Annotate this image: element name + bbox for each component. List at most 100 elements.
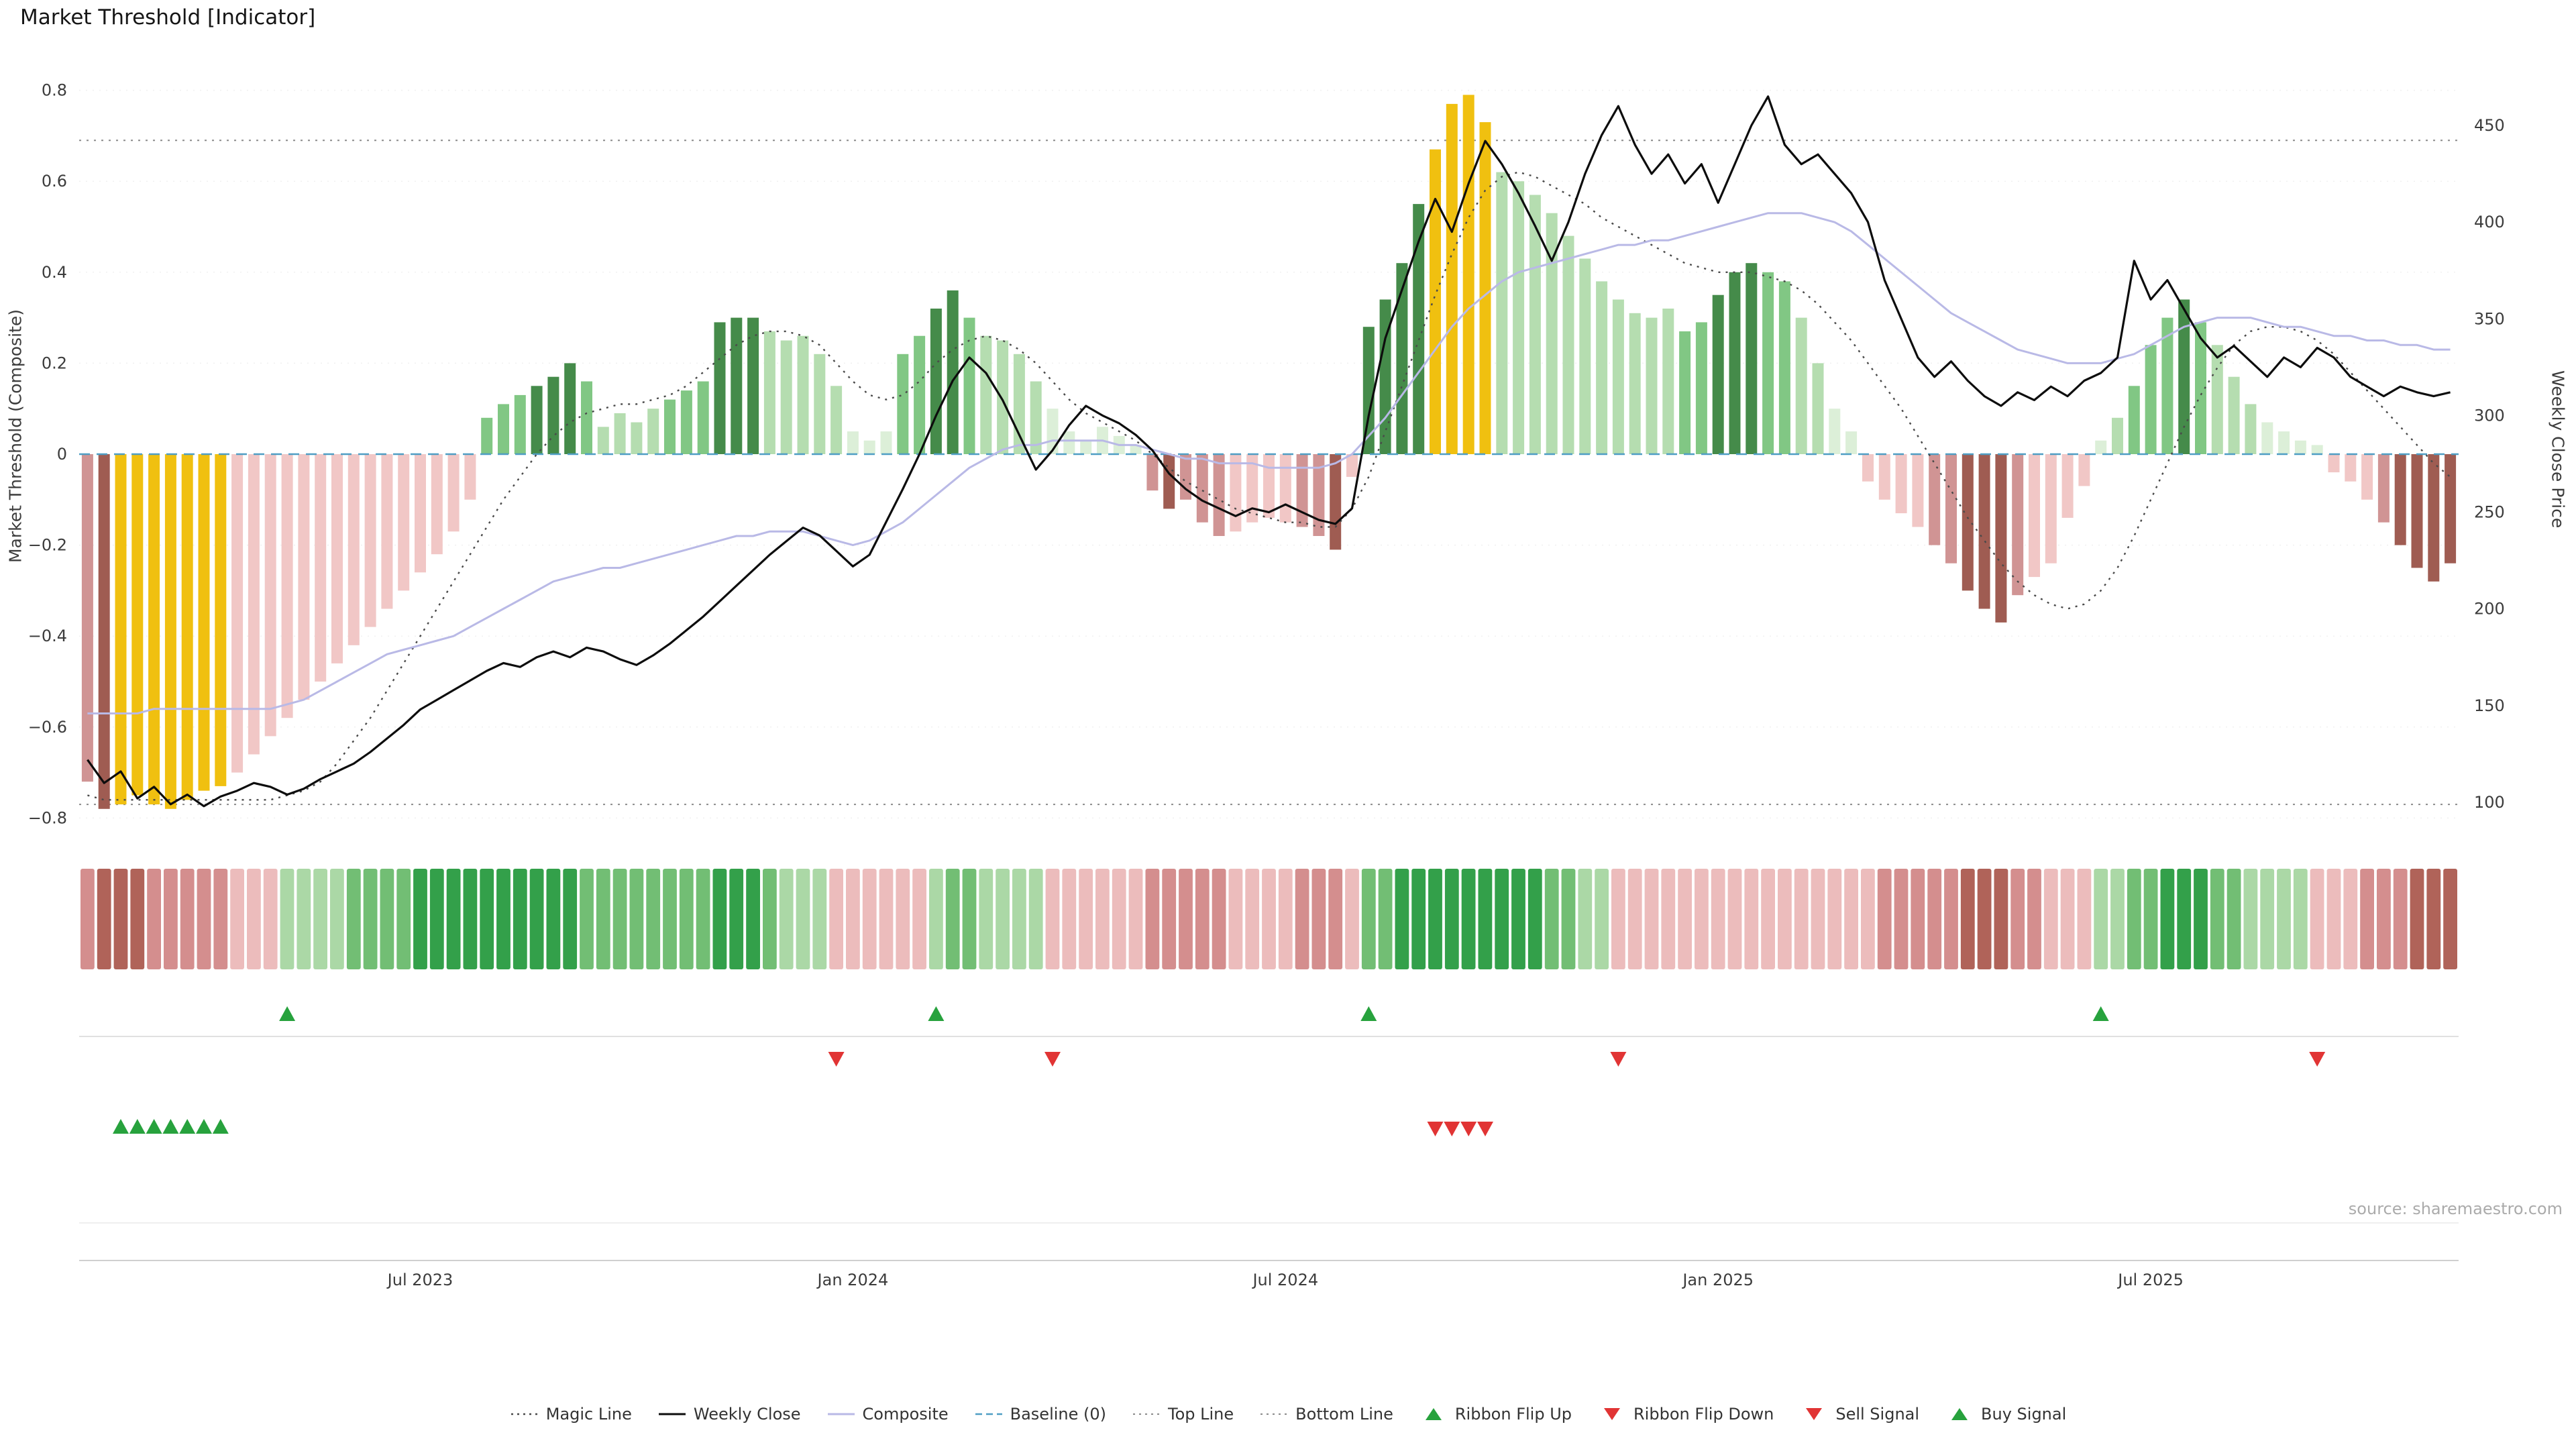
- ribbon-cell: [230, 869, 244, 969]
- threshold-bar: [980, 335, 992, 454]
- ribbon-cell: [1644, 869, 1659, 969]
- ribbon-cell: [1495, 869, 1509, 969]
- ribbon-flip-down-marker: [1044, 1052, 1061, 1067]
- legend-item-magic-line: Magic Line: [510, 1405, 632, 1424]
- ribbon-cell: [1695, 869, 1709, 969]
- ribbon-cell: [1145, 869, 1160, 969]
- ribbon-cell: [1012, 869, 1026, 969]
- ribbon-cell: [1195, 869, 1210, 969]
- ribbon-cell: [896, 869, 910, 969]
- ribbon-cell: [945, 869, 960, 969]
- ribbon-flip-down-marker: [1610, 1052, 1627, 1067]
- threshold-bar: [1546, 213, 1558, 454]
- ribbon-cell: [480, 869, 494, 969]
- ribbon-cell: [2260, 869, 2275, 969]
- threshold-bar: [1263, 454, 1275, 518]
- threshold-bar: [1562, 235, 1574, 454]
- threshold-bar: [1013, 354, 1025, 454]
- threshold-bar: [914, 335, 926, 454]
- threshold-bar: [880, 431, 892, 454]
- legend-label: Sell Signal: [1835, 1405, 1920, 1424]
- legend-item-ribbon-flip-down: Ribbon Flip Down: [1597, 1405, 1774, 1424]
- threshold-bar: [281, 454, 293, 718]
- threshold-bar: [1845, 431, 1858, 454]
- ribbon-cell: [879, 869, 894, 969]
- legend-item-top-line: Top Line: [1132, 1405, 1234, 1424]
- ribbon-cell: [1112, 869, 1126, 969]
- threshold-bar: [2228, 376, 2240, 454]
- ribbon-cell: [612, 869, 627, 969]
- ribbon-cell: [1328, 869, 1343, 969]
- buy-signal-marker: [129, 1119, 146, 1134]
- dashed-line-icon: [975, 1413, 1002, 1415]
- ribbon-flip-up-marker: [2092, 1006, 2109, 1021]
- triangle-down-icon: [1604, 1408, 1620, 1420]
- legend-label: Weekly Close: [693, 1405, 801, 1424]
- triangle-up-icon: [1425, 1408, 1442, 1420]
- threshold-bar: [2445, 454, 2457, 564]
- threshold-bar: [447, 454, 460, 532]
- threshold-bar: [81, 454, 93, 782]
- ribbon-cell: [596, 869, 610, 969]
- dotted-line-icon: [511, 1413, 538, 1415]
- threshold-bar: [364, 454, 376, 627]
- sell-signal-marker: [1427, 1122, 1444, 1136]
- left-axis-tick-label: −0.8: [28, 808, 67, 827]
- ribbon-cell: [2160, 869, 2175, 969]
- composite-line: [87, 212, 2451, 714]
- ribbon-cell: [1927, 869, 1942, 969]
- ribbon-cell: [2094, 869, 2108, 969]
- source-credit: source: sharemaestro.com: [2348, 1199, 2563, 1218]
- ribbon-cell: [2043, 869, 2058, 969]
- ribbon-cell: [2360, 869, 2374, 969]
- ribbon-cell: [2010, 869, 2025, 969]
- threshold-bar: [1862, 454, 1874, 482]
- ribbon-cell: [113, 869, 128, 969]
- right-axis-tick-label: 450: [2474, 116, 2505, 135]
- legend-label: Composite: [862, 1405, 949, 1424]
- ribbon-cell: [2410, 869, 2424, 969]
- threshold-bar: [1163, 454, 1175, 509]
- ribbon-flip-up-marker: [1360, 1006, 1377, 1021]
- right-axis-tick-label: 100: [2474, 793, 2505, 812]
- buy-signal-marker: [179, 1119, 196, 1134]
- threshold-bar: [1046, 409, 1059, 454]
- threshold-bar: [963, 317, 975, 454]
- threshold-bar: [2195, 322, 2206, 454]
- threshold-bar: [1413, 204, 1425, 454]
- ribbon-cell: [1295, 869, 1309, 969]
- ribbon-cell: [1062, 869, 1077, 969]
- solid-line-icon: [827, 1413, 855, 1415]
- right-axis-tick-label: 250: [2474, 503, 2505, 522]
- threshold-bar: [1330, 454, 1342, 550]
- threshold-bar: [381, 454, 393, 609]
- threshold-bar: [2128, 386, 2140, 454]
- ribbon-flip-down-marker: [828, 1052, 845, 1067]
- ribbon-cell: [413, 869, 427, 969]
- threshold-bar: [1230, 454, 1242, 532]
- threshold-bar: [164, 454, 176, 809]
- ribbon-cell: [663, 869, 677, 969]
- threshold-bar: [1679, 331, 1691, 454]
- ribbon-cell: [1262, 869, 1276, 969]
- ribbon-cell: [1811, 869, 1825, 969]
- legend-item-baseline-0: Baseline (0): [974, 1405, 1106, 1424]
- ribbon-cell: [197, 869, 211, 969]
- ribbon-cell: [1977, 869, 1992, 969]
- ribbon-cell: [513, 869, 527, 969]
- ribbon-cell: [812, 869, 827, 969]
- ribbon-cell: [846, 869, 860, 969]
- threshold-bar: [797, 335, 809, 454]
- threshold-bar: [1446, 103, 1458, 454]
- threshold-bar: [763, 331, 775, 454]
- ribbon-cell: [2243, 869, 2258, 969]
- ribbon-cell: [180, 869, 195, 969]
- x-axis-tick-label: Jan 2025: [1681, 1271, 1754, 1289]
- threshold-bar: [1213, 454, 1225, 536]
- sell-signal-marker: [1444, 1122, 1460, 1136]
- ribbon-cell: [1461, 869, 1476, 969]
- ribbon-cell: [1827, 869, 1842, 969]
- ribbon-cell: [1678, 869, 1692, 969]
- buy-signal-marker: [146, 1119, 162, 1134]
